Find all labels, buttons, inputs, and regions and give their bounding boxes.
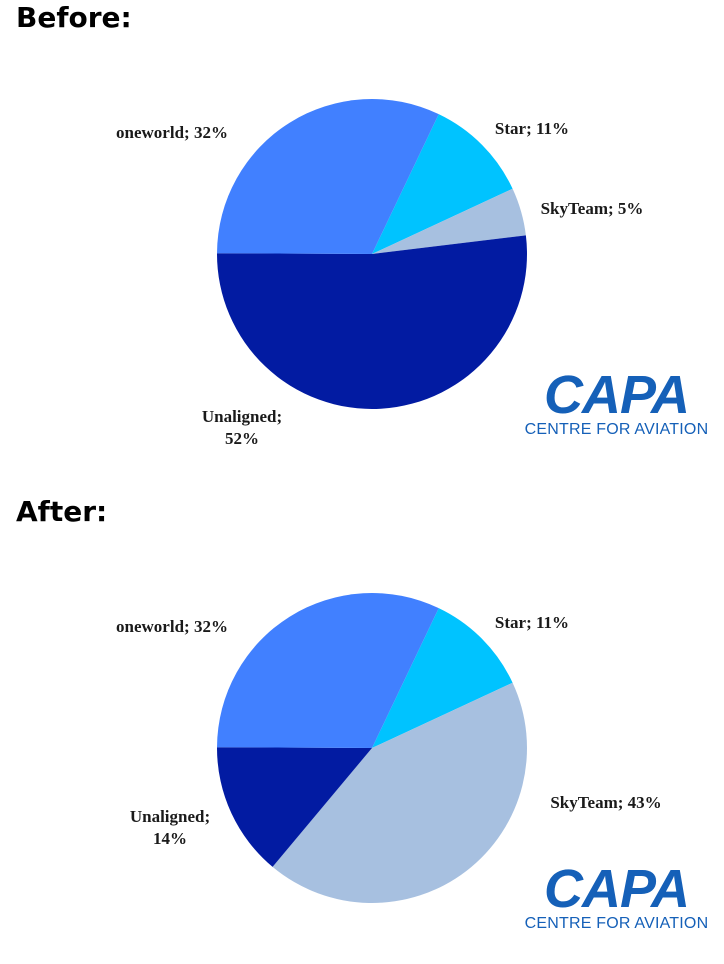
capa-logo: CAPA CENTRE FOR AVIATION [514, 862, 719, 934]
slice-label-star: Star; 11% [495, 613, 569, 632]
pie-slice-skyteam [372, 188, 526, 254]
pie-slice-oneworld [217, 592, 439, 748]
slice-label-oneworld: oneworld; 32% [116, 617, 228, 636]
pie-chart-before: Star; 11% SkyTeam; 5% Unaligned; 52% oneworl… [116, 98, 644, 448]
logo-tagline: CENTRE FOR AVIATION [524, 915, 709, 932]
slice-label-skyteam: SkyTeam; 43% [550, 793, 661, 812]
slice-label-star: Star; 11% [495, 119, 569, 138]
slice-label-unaligned: Unaligned; 52% [202, 407, 282, 448]
pie-slice-skyteam [272, 682, 527, 903]
capa-logo: CAPA CENTRE FOR AVIATION [514, 368, 719, 440]
logo-wordmark: CAPA [543, 859, 690, 919]
slice-label-skyteam: SkyTeam; 5% [541, 199, 644, 218]
before-heading: Before: [16, 1, 132, 34]
slice-label-unaligned: Unaligned; 14% [130, 807, 210, 848]
pie-slice-star [372, 608, 513, 748]
logo-tagline: CENTRE FOR AVIATION [524, 421, 709, 438]
pie-slice-star [372, 114, 513, 254]
logo-wordmark: CAPA [543, 365, 690, 425]
pie-slice-unaligned [216, 235, 527, 409]
pie-chart-after: Star; 11% SkyTeam; 43% Unaligned; 14% onewor… [116, 592, 662, 903]
pie-slice-unaligned [216, 747, 372, 867]
slice-label-oneworld: oneworld; 32% [116, 123, 228, 142]
pie-slice-oneworld [217, 98, 439, 254]
after-heading: After: [16, 495, 108, 528]
